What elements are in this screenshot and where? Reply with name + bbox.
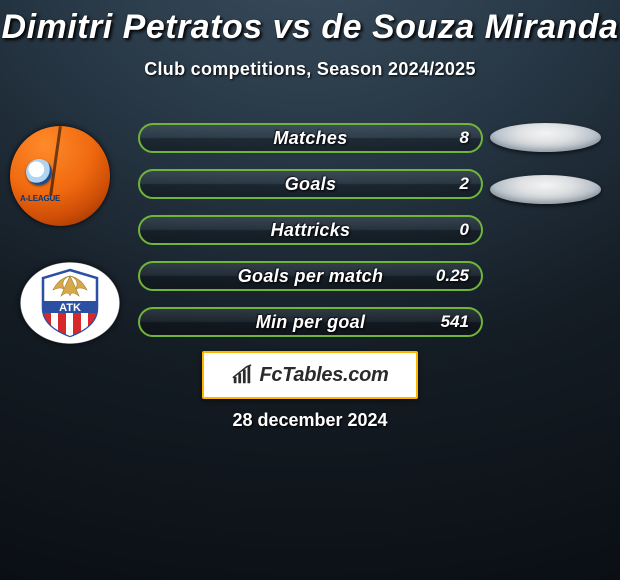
- stat-label: Min per goal: [138, 307, 483, 337]
- jersey: [10, 126, 110, 226]
- stat-row: Min per goal541: [138, 307, 483, 337]
- league-badge-text: A-LEAGUE: [20, 194, 60, 203]
- stat-row: Hattricks0: [138, 215, 483, 245]
- subtitle: Club competitions, Season 2024/2025: [0, 59, 620, 80]
- right-value-pill: [490, 123, 601, 152]
- stat-row: Goals2: [138, 169, 483, 199]
- stat-value: 8: [460, 123, 469, 153]
- chart-icon: [231, 364, 253, 386]
- club-logo-left: ATK: [20, 262, 120, 344]
- page-title: Dimitri Petratos vs de Souza Miranda: [0, 0, 620, 47]
- stat-value: 0: [460, 215, 469, 245]
- fctables-badge[interactable]: FcTables.com: [202, 351, 418, 399]
- stat-label: Goals per match: [138, 261, 483, 291]
- stat-row: Goals per match0.25: [138, 261, 483, 291]
- fctables-label: FcTables.com: [259, 364, 388, 387]
- right-value-pill: [490, 175, 601, 204]
- stat-value: 0.25: [436, 261, 469, 291]
- stat-label: Goals: [138, 169, 483, 199]
- stat-label: Hattricks: [138, 215, 483, 245]
- stat-label: Matches: [138, 123, 483, 153]
- comparison-card: Dimitri Petratos vs de Souza Miranda Clu…: [0, 0, 620, 580]
- club-crest-svg: ATK: [39, 268, 101, 338]
- stat-row: Matches8: [138, 123, 483, 153]
- sponsor-badge: [26, 159, 52, 185]
- stat-value: 541: [441, 307, 469, 337]
- date-text: 28 december 2024: [0, 410, 620, 431]
- stats-bars: Matches8Goals2Hattricks0Goals per match0…: [138, 123, 483, 353]
- player-photo-left: A-LEAGUE: [10, 126, 110, 226]
- club-crest-text: ATK: [59, 302, 81, 314]
- stat-value: 2: [460, 169, 469, 199]
